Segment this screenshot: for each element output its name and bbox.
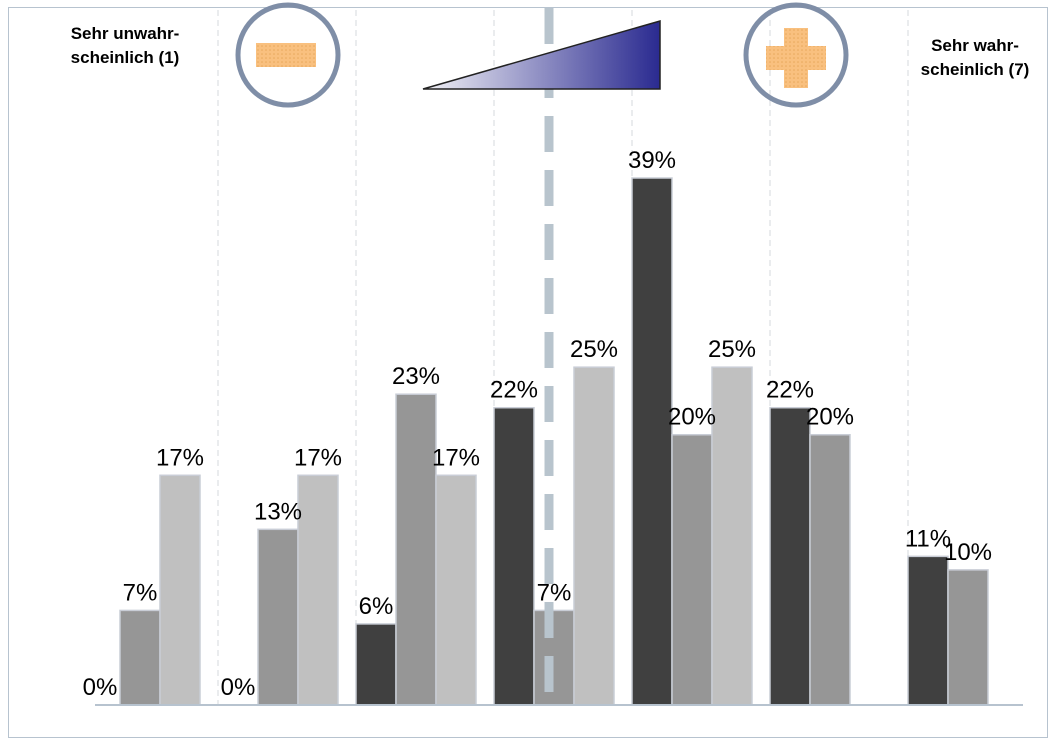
value-label: 10%: [944, 539, 992, 566]
value-label: 17%: [294, 444, 342, 471]
bar: [435, 474, 477, 706]
bar: [947, 569, 989, 706]
bar: [907, 555, 949, 706]
value-label: 25%: [708, 336, 756, 363]
bar: [769, 406, 811, 706]
value-label: 20%: [668, 404, 716, 431]
bar: [573, 366, 615, 706]
bar: [631, 177, 673, 706]
plus-icon: [743, 2, 849, 108]
value-label: 13%: [254, 498, 302, 525]
increasing-wedge-icon: [422, 20, 661, 90]
value-label: 20%: [806, 404, 854, 431]
bar: [711, 366, 753, 706]
value-label: 0%: [83, 674, 118, 701]
bar: [297, 474, 339, 706]
minus-icon: [235, 2, 341, 108]
value-label: 39%: [628, 147, 676, 174]
bars: [119, 177, 989, 706]
bar: [493, 406, 535, 706]
bar: [159, 474, 201, 706]
bar: [395, 393, 437, 706]
value-label: 23%: [392, 363, 440, 390]
value-label: 7%: [537, 579, 572, 606]
value-label: 25%: [570, 336, 618, 363]
value-label: 0%: [221, 674, 256, 701]
bar: [257, 528, 299, 706]
value-label: 17%: [156, 444, 204, 471]
value-label: 6%: [359, 593, 394, 620]
scale-label-left: Sehr unwahr-scheinlich (1): [70, 24, 180, 67]
value-label: 22%: [490, 377, 538, 404]
bar: [355, 623, 397, 706]
value-label: 7%: [123, 579, 158, 606]
scale-label-right: Sehr wahr-scheinlich (7): [920, 36, 1030, 79]
bar: [809, 433, 851, 706]
value-label: 17%: [432, 444, 480, 471]
value-label: 22%: [766, 377, 814, 404]
bar: [119, 609, 161, 706]
value-labels: 0% 7% 17% 0% 13% 17% 6% 23% 17% 22% 7% 25% 39% 20% 25%…: [83, 147, 992, 701]
bar: [533, 609, 575, 706]
value-label: 11%: [905, 525, 951, 552]
gridlines: [217, 10, 909, 705]
bar: [671, 433, 713, 706]
